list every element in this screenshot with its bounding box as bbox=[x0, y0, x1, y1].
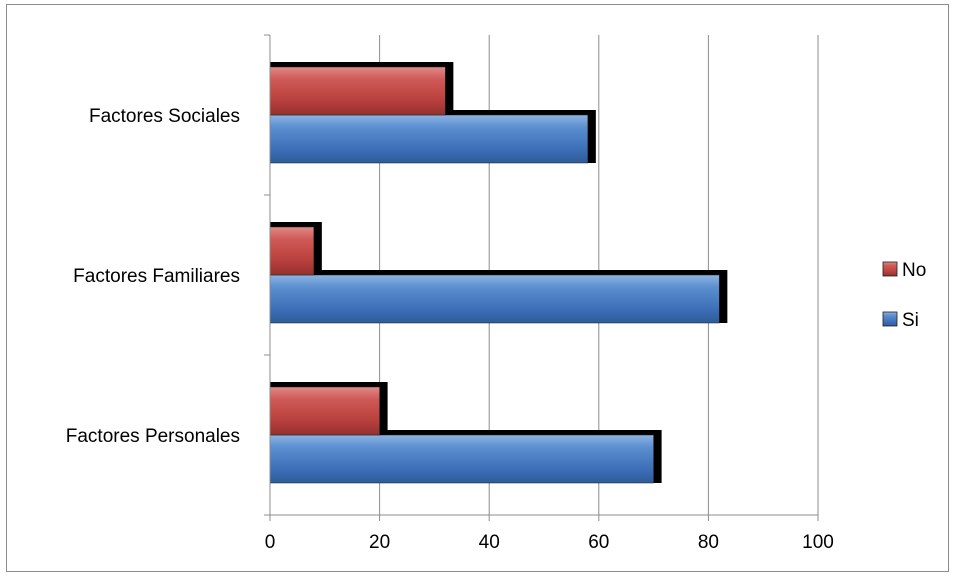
legend-swatch-no bbox=[882, 261, 898, 277]
category-label-factores-sociales: Factores Sociales bbox=[89, 106, 240, 127]
x-tick-label-20: 20 bbox=[369, 532, 390, 553]
bar-si-factores-familiares bbox=[269, 274, 720, 324]
bar-no-factores-familiares bbox=[269, 226, 315, 276]
axes: 0 20 40 60 80 100 Factores Personales Factores … bbox=[66, 34, 834, 553]
category-label-factores-personales: Factores Personales bbox=[66, 426, 240, 447]
x-tick-label-40: 40 bbox=[479, 532, 500, 553]
x-tick-label-60: 60 bbox=[588, 532, 609, 553]
x-tick-label-80: 80 bbox=[698, 532, 719, 553]
x-tick-label-100: 100 bbox=[802, 532, 834, 553]
bars bbox=[269, 62, 728, 484]
x-tick-label-0: 0 bbox=[265, 532, 276, 553]
legend-label-no: No bbox=[902, 260, 926, 281]
bar-no-factores-sociales bbox=[269, 66, 446, 116]
legend: No Si bbox=[882, 260, 926, 331]
bar-si-factores-personales bbox=[269, 434, 654, 484]
legend-swatch-si bbox=[882, 311, 898, 327]
bar-no-factores-personales bbox=[269, 386, 380, 436]
legend-label-si: Si bbox=[902, 310, 919, 331]
category-label-factores-familiares: Factores Familiares bbox=[73, 266, 240, 287]
bar-si-factores-sociales bbox=[269, 114, 589, 164]
